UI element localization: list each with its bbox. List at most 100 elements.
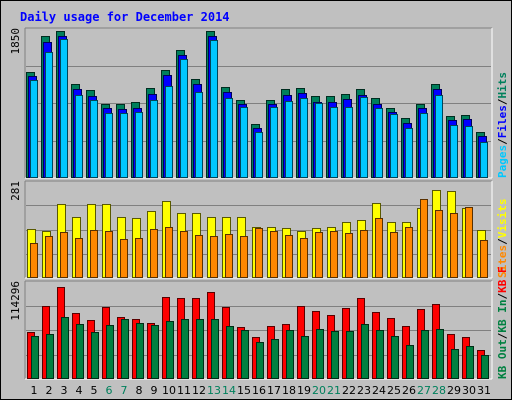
bar-pages-day-8: [135, 112, 143, 178]
day-label: 5: [91, 384, 98, 397]
day-label: 10: [162, 384, 176, 397]
bar-pages-day-23: [360, 97, 368, 178]
bar-sites-day-16: [255, 228, 263, 278]
bar-sites-day-14: [225, 234, 233, 278]
bar-pages-day-6: [105, 113, 113, 178]
bar-kb_in-day-19: [301, 336, 309, 379]
bar-sites-day-24: [375, 218, 383, 278]
bar-pages-day-28: [435, 95, 443, 178]
day-label: 1: [31, 384, 38, 397]
legend-entry: Visits: [496, 199, 509, 239]
bar-sites-day-21: [330, 231, 338, 278]
bar-kb_in-day-4: [76, 324, 84, 379]
day-label: 28: [432, 384, 446, 397]
bar-sites-day-25: [390, 232, 398, 278]
day-label: 29: [447, 384, 461, 397]
bar-sites-day-18: [285, 235, 293, 278]
day-label: 6: [106, 384, 113, 397]
day-label: 12: [192, 384, 206, 397]
bar-kb_in-day-23: [361, 324, 369, 379]
bar-kb_in-day-7: [121, 319, 129, 379]
bar-kb_in-day-12: [196, 319, 204, 379]
panel-hits-files-pages: 1850 Pages/Files/Hits: [9, 27, 509, 179]
bar-pages-day-2: [45, 52, 53, 178]
legend-entry: KB F: [496, 266, 509, 293]
legend-hits-files-pages: Pages/Files/Hits: [496, 72, 509, 178]
bar-pages-day-11: [180, 59, 188, 178]
bar-kb_in-day-5: [91, 332, 99, 379]
bar-sites-day-30: [465, 207, 473, 278]
day-label: 24: [372, 384, 386, 397]
bar-kb_in-day-17: [271, 339, 279, 379]
bar-sites-day-11: [180, 231, 188, 278]
bar-pages-day-19: [300, 98, 308, 178]
bar-pages-day-7: [120, 113, 128, 178]
series-pages: [30, 39, 488, 178]
day-label: 22: [342, 384, 356, 397]
bar-sites-day-1: [30, 243, 38, 278]
bar-pages-day-9: [150, 100, 158, 178]
day-label: 16: [252, 384, 266, 397]
day-label: 11: [177, 384, 191, 397]
chart-panels: 1850Pages/Files/Hits281Sites/Visits11429…: [9, 27, 509, 380]
day-label: 15: [237, 384, 251, 397]
bar-kb_in-day-22: [346, 331, 354, 379]
bar-pages-day-10: [165, 86, 173, 178]
bar-kb_in-day-25: [391, 336, 399, 379]
legend-entry: /: [496, 238, 509, 245]
legend-entry: KB In: [496, 300, 509, 333]
bar-sites-day-3: [60, 232, 68, 278]
day-label: 18: [282, 384, 296, 397]
bar-sites-day-22: [345, 233, 353, 278]
legend-entry: Pages: [496, 145, 509, 178]
bar-sites-day-28: [435, 210, 443, 278]
bar-sites-day-23: [360, 230, 368, 278]
y-max-label: 114296: [9, 281, 22, 321]
bar-kb_in-day-14: [226, 326, 234, 379]
bar-sites-day-19: [300, 238, 308, 278]
bar-pages-day-13: [210, 40, 218, 178]
legend-entry: KB Out: [496, 339, 509, 379]
bar-pages-day-18: [285, 101, 293, 178]
bar-pages-day-25: [390, 114, 398, 178]
bar-kb_in-day-31: [481, 355, 489, 379]
legend-entry: /: [496, 332, 509, 339]
bar-kb_in-day-24: [376, 330, 384, 379]
x-axis-day-labels: 1 2 3 4 5 6 7 8 9 10 11 12 13 14 15 16 17 18 19 20 21 22 23 24 2…: [31, 384, 492, 397]
legend-kbf-kbin-kbout: KB Out/KB In/KB F: [496, 266, 509, 379]
bar-pages-day-31: [480, 142, 488, 178]
legend-entry: Hits: [496, 72, 509, 99]
day-label: 17: [267, 384, 281, 397]
series-sites: [30, 199, 488, 278]
y-max-label: 1850: [9, 28, 22, 55]
bar-pages-day-1: [30, 80, 38, 178]
bar-pages-day-24: [375, 108, 383, 178]
chart-title: Daily usage for December 2014: [20, 10, 230, 24]
bar-sites-day-4: [75, 238, 83, 278]
bar-sites-day-31: [480, 240, 488, 278]
bar-sites-day-17: [270, 231, 278, 278]
day-label: 8: [136, 384, 143, 397]
bar-sites-day-9: [150, 229, 158, 278]
bar-pages-day-27: [420, 113, 428, 178]
legend-entry: Sites: [496, 245, 509, 278]
bar-pages-day-20: [315, 103, 323, 178]
bar-pages-day-5: [90, 100, 98, 178]
bar-kb_in-day-6: [106, 325, 114, 379]
day-label: 25: [387, 384, 401, 397]
bar-pages-day-4: [75, 95, 83, 178]
day-label: 9: [151, 384, 158, 397]
bar-kb_in-day-30: [466, 346, 474, 379]
bar-pages-day-3: [60, 39, 68, 178]
bar-kb_in-day-27: [421, 330, 429, 379]
bar-sites-day-15: [240, 236, 248, 278]
day-label: 2: [46, 384, 53, 397]
bar-sites-day-10: [165, 227, 173, 278]
bar-sites-day-7: [120, 239, 128, 278]
bar-pages-day-12: [195, 92, 203, 178]
y-max-label: 281: [9, 181, 22, 201]
day-label: 27: [417, 384, 431, 397]
day-label: 30: [462, 384, 476, 397]
